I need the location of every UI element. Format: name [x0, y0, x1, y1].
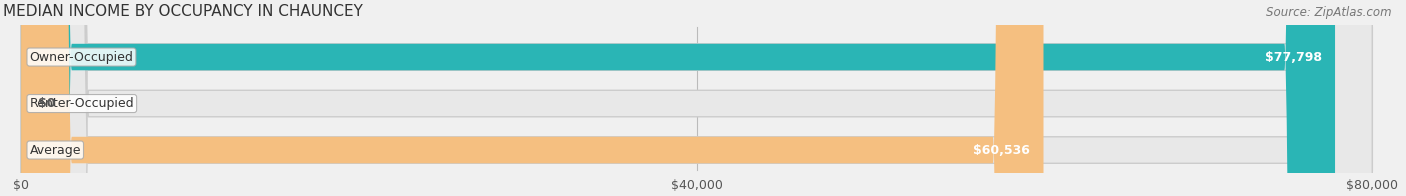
Text: $60,536: $60,536 [973, 143, 1031, 157]
Text: $77,798: $77,798 [1264, 51, 1322, 64]
FancyBboxPatch shape [21, 0, 1372, 196]
FancyBboxPatch shape [21, 0, 1043, 196]
Text: Average: Average [30, 143, 82, 157]
Text: Source: ZipAtlas.com: Source: ZipAtlas.com [1267, 6, 1392, 19]
Text: $0: $0 [38, 97, 55, 110]
FancyBboxPatch shape [21, 0, 1372, 196]
FancyBboxPatch shape [21, 0, 1336, 196]
Text: MEDIAN INCOME BY OCCUPANCY IN CHAUNCEY: MEDIAN INCOME BY OCCUPANCY IN CHAUNCEY [3, 4, 363, 19]
Text: Renter-Occupied: Renter-Occupied [30, 97, 134, 110]
Text: Owner-Occupied: Owner-Occupied [30, 51, 134, 64]
FancyBboxPatch shape [21, 0, 1372, 196]
